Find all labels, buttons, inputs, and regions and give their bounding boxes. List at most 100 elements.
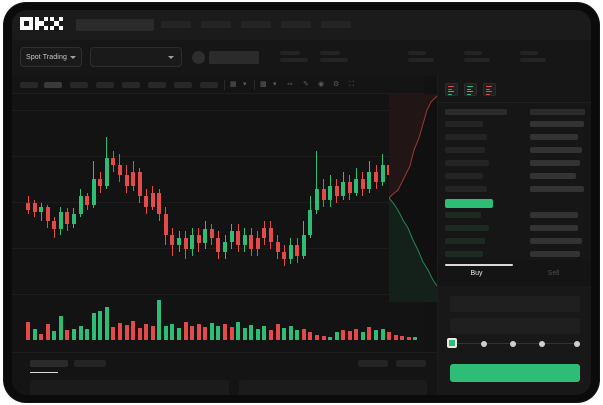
order-book-ask-row[interactable] <box>445 173 483 179</box>
settings-icon[interactable]: ⚙ <box>333 81 340 88</box>
volume-bar <box>137 328 142 340</box>
timeframe-button-3[interactable] <box>70 82 88 88</box>
order-book-ask-row[interactable] <box>445 147 485 153</box>
volume-bar <box>387 332 392 340</box>
trade-form <box>438 286 591 395</box>
orders-action-2[interactable] <box>396 360 426 367</box>
tab-order-history[interactable] <box>74 360 106 367</box>
order-book-ask-row[interactable] <box>445 160 489 166</box>
order-book-bid-row[interactable] <box>445 212 481 218</box>
nav-item-5[interactable] <box>321 21 351 28</box>
order-book-bid-row[interactable] <box>445 225 489 231</box>
volume-bar <box>26 321 30 340</box>
order-book-spread-row[interactable] <box>445 199 493 208</box>
candle-body <box>374 171 379 182</box>
candle-body <box>85 196 90 205</box>
candle-body <box>334 185 339 196</box>
nav-item-2[interactable] <box>201 21 231 28</box>
nav-item-1[interactable] <box>161 21 191 28</box>
candle-body <box>301 234 306 256</box>
indicator-icon[interactable]: ▩ <box>260 81 267 88</box>
candle-body <box>229 231 234 242</box>
candle-body <box>328 185 333 200</box>
orders-action-1[interactable] <box>358 360 388 367</box>
slider-node-50[interactable] <box>510 340 516 347</box>
pair-selector[interactable] <box>90 47 182 67</box>
order-book-ask-row[interactable] <box>445 134 487 140</box>
slider-node-100[interactable] <box>574 340 580 347</box>
candlestick-icon[interactable]: ▦ <box>230 81 237 88</box>
candle-body <box>111 157 116 165</box>
chevron-down-icon[interactable]: ▾ <box>243 81 247 88</box>
volume-bar <box>374 330 379 340</box>
tab-open-orders[interactable] <box>30 360 68 367</box>
fullscreen-icon[interactable]: ⛶ <box>349 81 354 88</box>
pair-avatar <box>192 51 205 64</box>
pencil-icon[interactable]: ✎ <box>303 81 309 88</box>
volume-bar <box>111 327 116 340</box>
price-field[interactable] <box>450 296 580 312</box>
nav-item-4[interactable] <box>281 21 311 28</box>
candle-body <box>242 234 247 245</box>
camera-icon[interactable]: ◉ <box>318 81 325 88</box>
timeframe-button-7[interactable] <box>174 82 192 88</box>
stat-3-label <box>408 51 426 55</box>
orderbook-mode-bids-icon[interactable] <box>464 83 477 96</box>
order-book-ask-row[interactable] <box>445 186 487 192</box>
candle-body <box>137 171 142 196</box>
stat-2-value <box>320 58 348 62</box>
volume-bar <box>249 324 254 340</box>
order-book-bid-row[interactable] <box>445 251 483 257</box>
timeframe-button-5[interactable] <box>122 82 140 88</box>
price-chart[interactable] <box>12 94 424 352</box>
volume-bar <box>236 321 241 340</box>
chevron-down-icon[interactable]: ▾ <box>273 81 277 88</box>
slider-node-25[interactable] <box>481 340 487 347</box>
timeframe-button-1[interactable] <box>20 82 38 88</box>
orderbook-mode-asks-icon[interactable] <box>483 83 496 96</box>
order-book-size-cell <box>530 134 578 140</box>
nav-item-3[interactable] <box>241 21 271 28</box>
volume-bar <box>32 329 37 340</box>
volume-bar <box>65 330 70 340</box>
slider-node-75[interactable] <box>539 340 545 347</box>
candle-body <box>32 203 37 212</box>
timeframe-button-8[interactable] <box>200 82 218 88</box>
timeframe-button-4[interactable] <box>96 82 114 88</box>
orders-panel <box>12 352 437 395</box>
stat-1-value <box>280 58 308 62</box>
chart-gridline <box>12 110 424 111</box>
timeframe-button-2-active[interactable] <box>44 82 62 88</box>
order-book-mode-group <box>445 83 496 96</box>
volume-bar <box>117 322 122 340</box>
order-book-ask-row[interactable] <box>445 121 483 127</box>
candle-body <box>170 234 175 245</box>
pair-name <box>209 51 259 64</box>
order-book-bid-row[interactable] <box>445 238 485 244</box>
volume-bar <box>393 334 398 340</box>
trading-mode-button[interactable]: Spot Trading <box>20 47 82 67</box>
candle-body <box>288 245 293 259</box>
candle-body <box>78 196 83 214</box>
volume-bar <box>413 336 418 340</box>
chevron-down-icon <box>69 55 76 59</box>
candle-body <box>131 171 136 186</box>
candle-body <box>216 238 221 252</box>
place-buy-order-button[interactable] <box>450 364 580 382</box>
timeframe-button-6[interactable] <box>148 82 166 88</box>
candle-body <box>45 206 50 221</box>
search-input[interactable] <box>76 19 154 31</box>
amount-field[interactable] <box>450 318 580 334</box>
volume-bar <box>78 325 83 340</box>
candle-body <box>209 229 214 238</box>
candle-body <box>295 245 300 256</box>
okx-logo[interactable] <box>20 17 63 30</box>
tab-sell[interactable]: Sell <box>547 270 560 277</box>
candle-body <box>347 182 352 193</box>
orderbook-mode-both-icon[interactable] <box>445 83 458 96</box>
volume-bar <box>45 323 50 340</box>
tab-buy[interactable]: Buy <box>470 270 483 277</box>
volume-bar <box>301 329 306 340</box>
amount-slider-handle[interactable] <box>447 338 457 348</box>
line-tool-icon[interactable]: ∾ <box>287 81 293 88</box>
